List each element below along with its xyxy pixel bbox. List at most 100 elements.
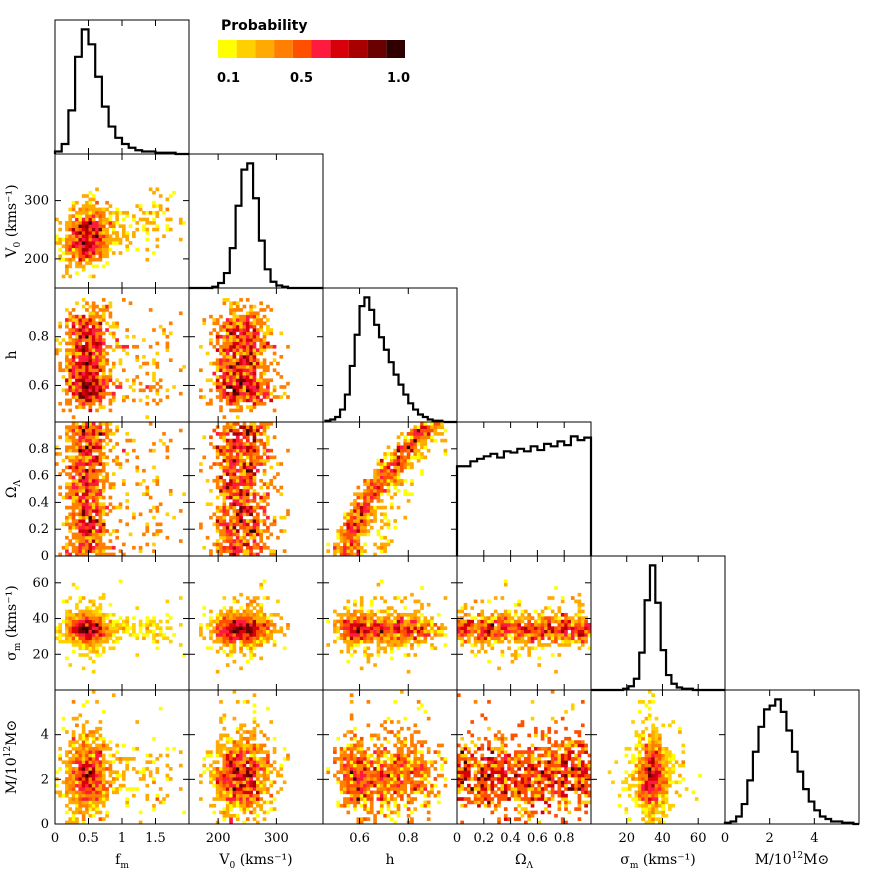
density-bin [199,780,203,784]
density-bin [239,342,243,346]
density-bin [109,375,113,379]
density-bin [82,543,86,547]
density-bin [92,801,96,805]
density-bin [95,332,99,336]
density-bin [233,596,237,600]
density-bin [239,375,243,379]
density-bin [410,482,414,486]
density-bin [109,767,113,771]
density-bin [78,472,82,476]
density-bin [212,777,216,781]
density-bin [99,449,103,453]
density-bin [82,305,86,309]
density-bin [363,526,367,530]
density-bin [85,523,89,527]
density-bin [99,238,103,242]
density-bin [99,620,103,624]
density-bin [78,439,82,443]
density-bin [92,630,96,634]
density-bin [239,623,243,627]
density-bin [360,523,364,527]
density-bin [68,543,72,547]
density-bin [223,452,227,456]
density-bin [219,315,223,319]
density-bin [115,640,119,644]
density-bin [82,372,86,376]
density-bin [112,693,116,697]
density-bin [437,633,441,637]
density-bin [216,767,220,771]
density-bin [343,533,347,537]
density-bin [58,747,62,751]
density-bin [78,801,82,805]
density-bin [102,533,106,537]
density-bin [82,429,86,433]
density-bin [226,760,230,764]
density-bin [410,435,414,439]
density-bin [380,616,384,620]
density-bin [82,536,86,540]
density-bin [480,613,484,617]
density-bin [95,439,99,443]
density-bin [65,636,69,640]
density-bin [95,399,99,403]
density-bin [85,700,89,704]
density-bin [507,616,511,620]
density-bin [226,764,230,768]
density-bin [99,251,103,255]
density-bin [424,422,428,426]
density-bin [497,667,501,671]
density-bin [209,389,213,393]
density-bin [239,462,243,466]
density-bin [72,375,76,379]
density-bin [62,640,66,644]
density-bin [243,636,247,640]
density-bin [239,526,243,530]
density-bin [246,378,250,382]
density-bin [135,221,139,225]
density-bin [263,596,267,600]
density-bin [229,372,233,376]
density-bin [92,244,96,248]
density-bin [219,784,223,788]
density-bin [233,804,237,808]
density-bin [122,368,126,372]
density-bin [166,456,170,460]
density-bin [233,770,237,774]
density-bin [72,583,76,587]
density-bin [239,750,243,754]
density-bin [353,519,357,523]
density-bin [105,261,109,265]
density-bin [145,623,149,627]
density-bin [115,378,119,382]
density-bin [99,811,103,815]
density-bin [89,275,93,279]
density-bin [72,208,76,212]
density-bin [109,432,113,436]
density-bin [219,432,223,436]
density-bin [273,613,277,617]
density-bin [246,328,250,332]
density-bin [78,214,82,218]
density-bin [239,807,243,811]
density-bin [152,616,156,620]
density-bin [246,777,250,781]
density-bin [75,512,79,516]
density-bin [78,405,82,409]
density-bin [85,469,89,473]
density-bin [407,630,411,634]
density-bin [236,345,240,349]
density-bin [226,368,230,372]
density-bin [380,546,384,550]
density-bin [142,636,146,640]
density-bin [85,801,89,805]
density-bin [554,613,558,617]
density-bin [68,466,72,470]
density-bin [115,626,119,630]
density-bin [249,616,253,620]
density-bin [82,734,86,738]
density-bin [72,717,76,721]
density-bin [243,774,247,778]
density-bin [246,797,250,801]
density-bin [370,616,374,620]
